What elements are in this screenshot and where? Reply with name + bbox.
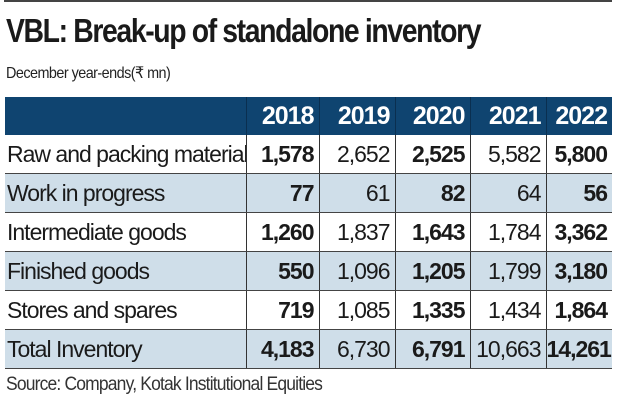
cell-2022: 3,180 <box>545 251 612 291</box>
table-row-stores-spares: Stores and spares 719 1,085 1,335 1,434 … <box>5 290 612 330</box>
cell-2018: 1,578 <box>245 135 319 174</box>
source-note: Source: Company, Kotak Institutional Equ… <box>6 374 323 395</box>
row-label: Stores and spares <box>5 290 246 330</box>
table-row-intermediate-goods: Intermediate goods 1,260 1,837 1,643 1,7… <box>5 212 612 252</box>
cell-2020: 82 <box>394 173 470 213</box>
table-row-total-inventory: Total Inventory 4,183 6,730 6,791 10,663… <box>5 329 612 369</box>
header-2022: 2022 <box>545 97 612 135</box>
header-label <box>5 97 246 135</box>
cell-2020: 1,643 <box>394 212 470 252</box>
cell-2020: 6,791 <box>394 329 470 369</box>
cell-2022: 1,864 <box>545 290 612 330</box>
header-2020: 2020 <box>394 97 470 135</box>
inventory-table: 2018 2019 2020 2021 2022 Raw and packing… <box>5 97 612 369</box>
table-row-raw-packing: Raw and packing material 1,578 2,652 2,5… <box>5 135 612 174</box>
header-2021: 2021 <box>469 97 546 135</box>
top-rule <box>4 0 612 2</box>
cell-2018: 4,183 <box>245 329 319 369</box>
row-label: Finished goods <box>5 251 246 291</box>
cell-2019: 6,730 <box>318 329 395 369</box>
cell-2020: 1,335 <box>394 290 470 330</box>
cell-2021: 1,799 <box>469 251 546 291</box>
header-2018: 2018 <box>245 97 319 135</box>
table-row-finished-goods: Finished goods 550 1,096 1,205 1,799 3,1… <box>5 251 612 291</box>
cell-2020: 1,205 <box>394 251 470 291</box>
cell-2022: 5,800 <box>545 135 612 174</box>
cell-2018: 1,260 <box>245 212 319 252</box>
cell-2019: 1,085 <box>318 290 395 330</box>
row-label: Work in progress <box>5 173 246 213</box>
cell-2021: 64 <box>469 173 546 213</box>
cell-2021: 5,582 <box>469 135 546 174</box>
cell-2018: 77 <box>245 173 319 213</box>
cell-2019: 1,837 <box>318 212 395 252</box>
header-row: 2018 2019 2020 2021 2022 <box>5 97 612 135</box>
row-label: Raw and packing material <box>5 135 246 174</box>
cell-2019: 61 <box>318 173 395 213</box>
cell-2021: 1,434 <box>469 290 546 330</box>
cell-2019: 1,096 <box>318 251 395 291</box>
cell-2022: 14,261 <box>545 329 612 369</box>
page-title: VBL: Break-up of standalone inventory <box>6 12 482 49</box>
subtitle: December year-ends(₹ mn) <box>6 65 171 82</box>
cell-2021: 1,784 <box>469 212 546 252</box>
table-row-work-in-progress: Work in progress 77 61 82 64 56 <box>5 173 612 213</box>
cell-2018: 550 <box>245 251 319 291</box>
header-2019: 2019 <box>318 97 395 135</box>
cell-2022: 3,362 <box>545 212 612 252</box>
cell-2022: 56 <box>545 173 612 213</box>
cell-2018: 719 <box>245 290 319 330</box>
cell-2021: 10,663 <box>469 329 546 369</box>
cell-2020: 2,525 <box>394 135 470 174</box>
cell-2019: 2,652 <box>318 135 395 174</box>
row-label: Intermediate goods <box>5 212 246 252</box>
row-label: Total Inventory <box>5 329 246 369</box>
